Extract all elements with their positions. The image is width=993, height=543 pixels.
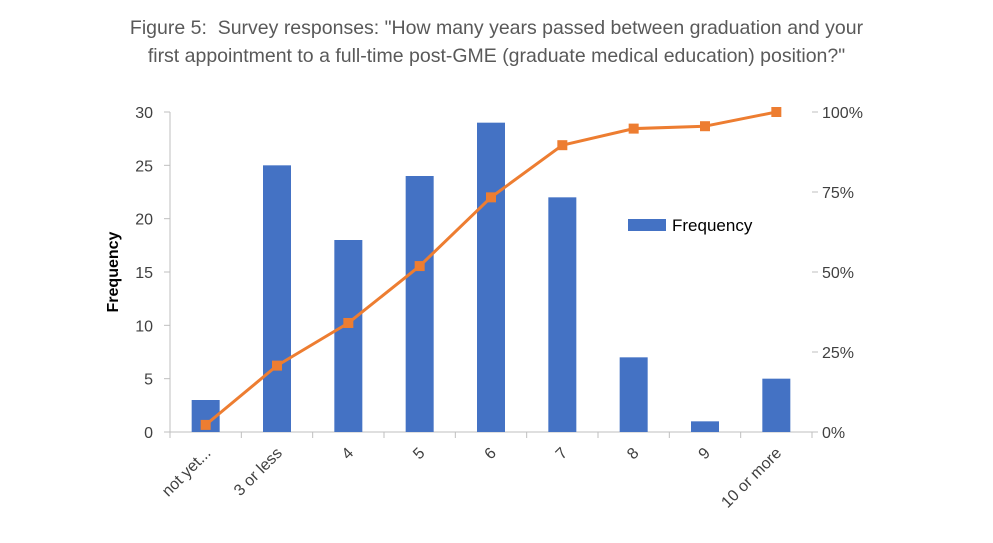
bar	[762, 378, 791, 432]
line-marker	[700, 121, 710, 132]
bar	[619, 357, 648, 432]
y-axis-title: Frequency	[105, 231, 122, 312]
chart-title-line-1: Figure 5: Survey responses: "How many ye…	[129, 17, 864, 39]
y2-tick-label: 50%	[822, 265, 854, 282]
bar	[405, 176, 434, 432]
x-tick-label: 4	[339, 445, 357, 463]
x-tick-label: 9	[696, 445, 714, 463]
bar	[548, 197, 577, 432]
y-tick-label: 20	[135, 212, 153, 229]
line-marker	[771, 107, 782, 117]
bar	[334, 240, 363, 432]
x-tick-label: not yet...	[159, 445, 214, 500]
line-marker	[557, 140, 568, 151]
y-tick-label: 5	[144, 372, 153, 389]
line-marker	[486, 192, 496, 203]
line-marker	[272, 360, 282, 371]
y-tick-label: 25	[135, 158, 153, 175]
legend-swatch	[628, 219, 666, 231]
x-tick-label: 10 or more	[718, 445, 785, 512]
y2-tick-label: 0%	[822, 425, 845, 442]
line-marker	[343, 317, 354, 328]
line-marker	[200, 419, 211, 430]
bar	[263, 165, 291, 433]
legend-label: Frequency	[672, 216, 753, 235]
x-tick-label: 7	[553, 445, 571, 463]
y2-tick-label: 25%	[822, 345, 854, 362]
bar	[691, 421, 719, 432]
x-tick-label: 6	[482, 445, 500, 463]
x-tick-label: 5	[410, 445, 428, 463]
y-tick-label: 30	[135, 105, 153, 122]
chart-title-line-2: first appointment to a full-time post-GM…	[147, 45, 846, 67]
y-tick-label: 15	[135, 265, 153, 282]
x-tick-label: 8	[624, 445, 642, 463]
y2-tick-label: 100%	[822, 105, 863, 122]
line-marker	[628, 123, 639, 134]
x-tick-label: 3 or less	[231, 445, 286, 500]
y2-tick-label: 75%	[822, 185, 854, 202]
line-marker	[414, 261, 425, 272]
bar	[477, 122, 505, 433]
y-tick-label: 0	[144, 425, 153, 442]
y-tick-label: 10	[135, 318, 153, 335]
